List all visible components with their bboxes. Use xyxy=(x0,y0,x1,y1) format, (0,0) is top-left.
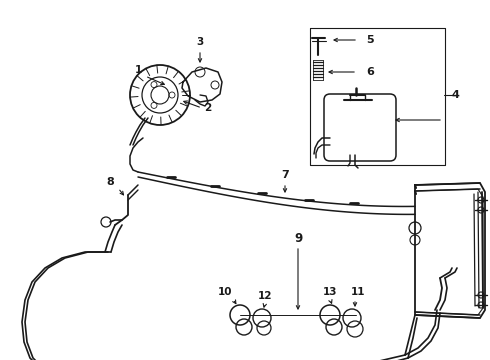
Text: 2: 2 xyxy=(204,103,212,113)
Text: 7: 7 xyxy=(281,170,289,180)
Text: 4: 4 xyxy=(451,90,459,100)
Text: 11: 11 xyxy=(351,287,365,297)
Text: 3: 3 xyxy=(196,37,204,47)
Text: 13: 13 xyxy=(323,287,337,297)
Text: 1: 1 xyxy=(134,65,142,75)
Text: 12: 12 xyxy=(258,291,272,301)
Text: 8: 8 xyxy=(106,177,114,187)
Text: 9: 9 xyxy=(294,231,302,244)
Text: 6: 6 xyxy=(366,67,374,77)
Text: 5: 5 xyxy=(366,35,374,45)
Text: 10: 10 xyxy=(218,287,232,297)
